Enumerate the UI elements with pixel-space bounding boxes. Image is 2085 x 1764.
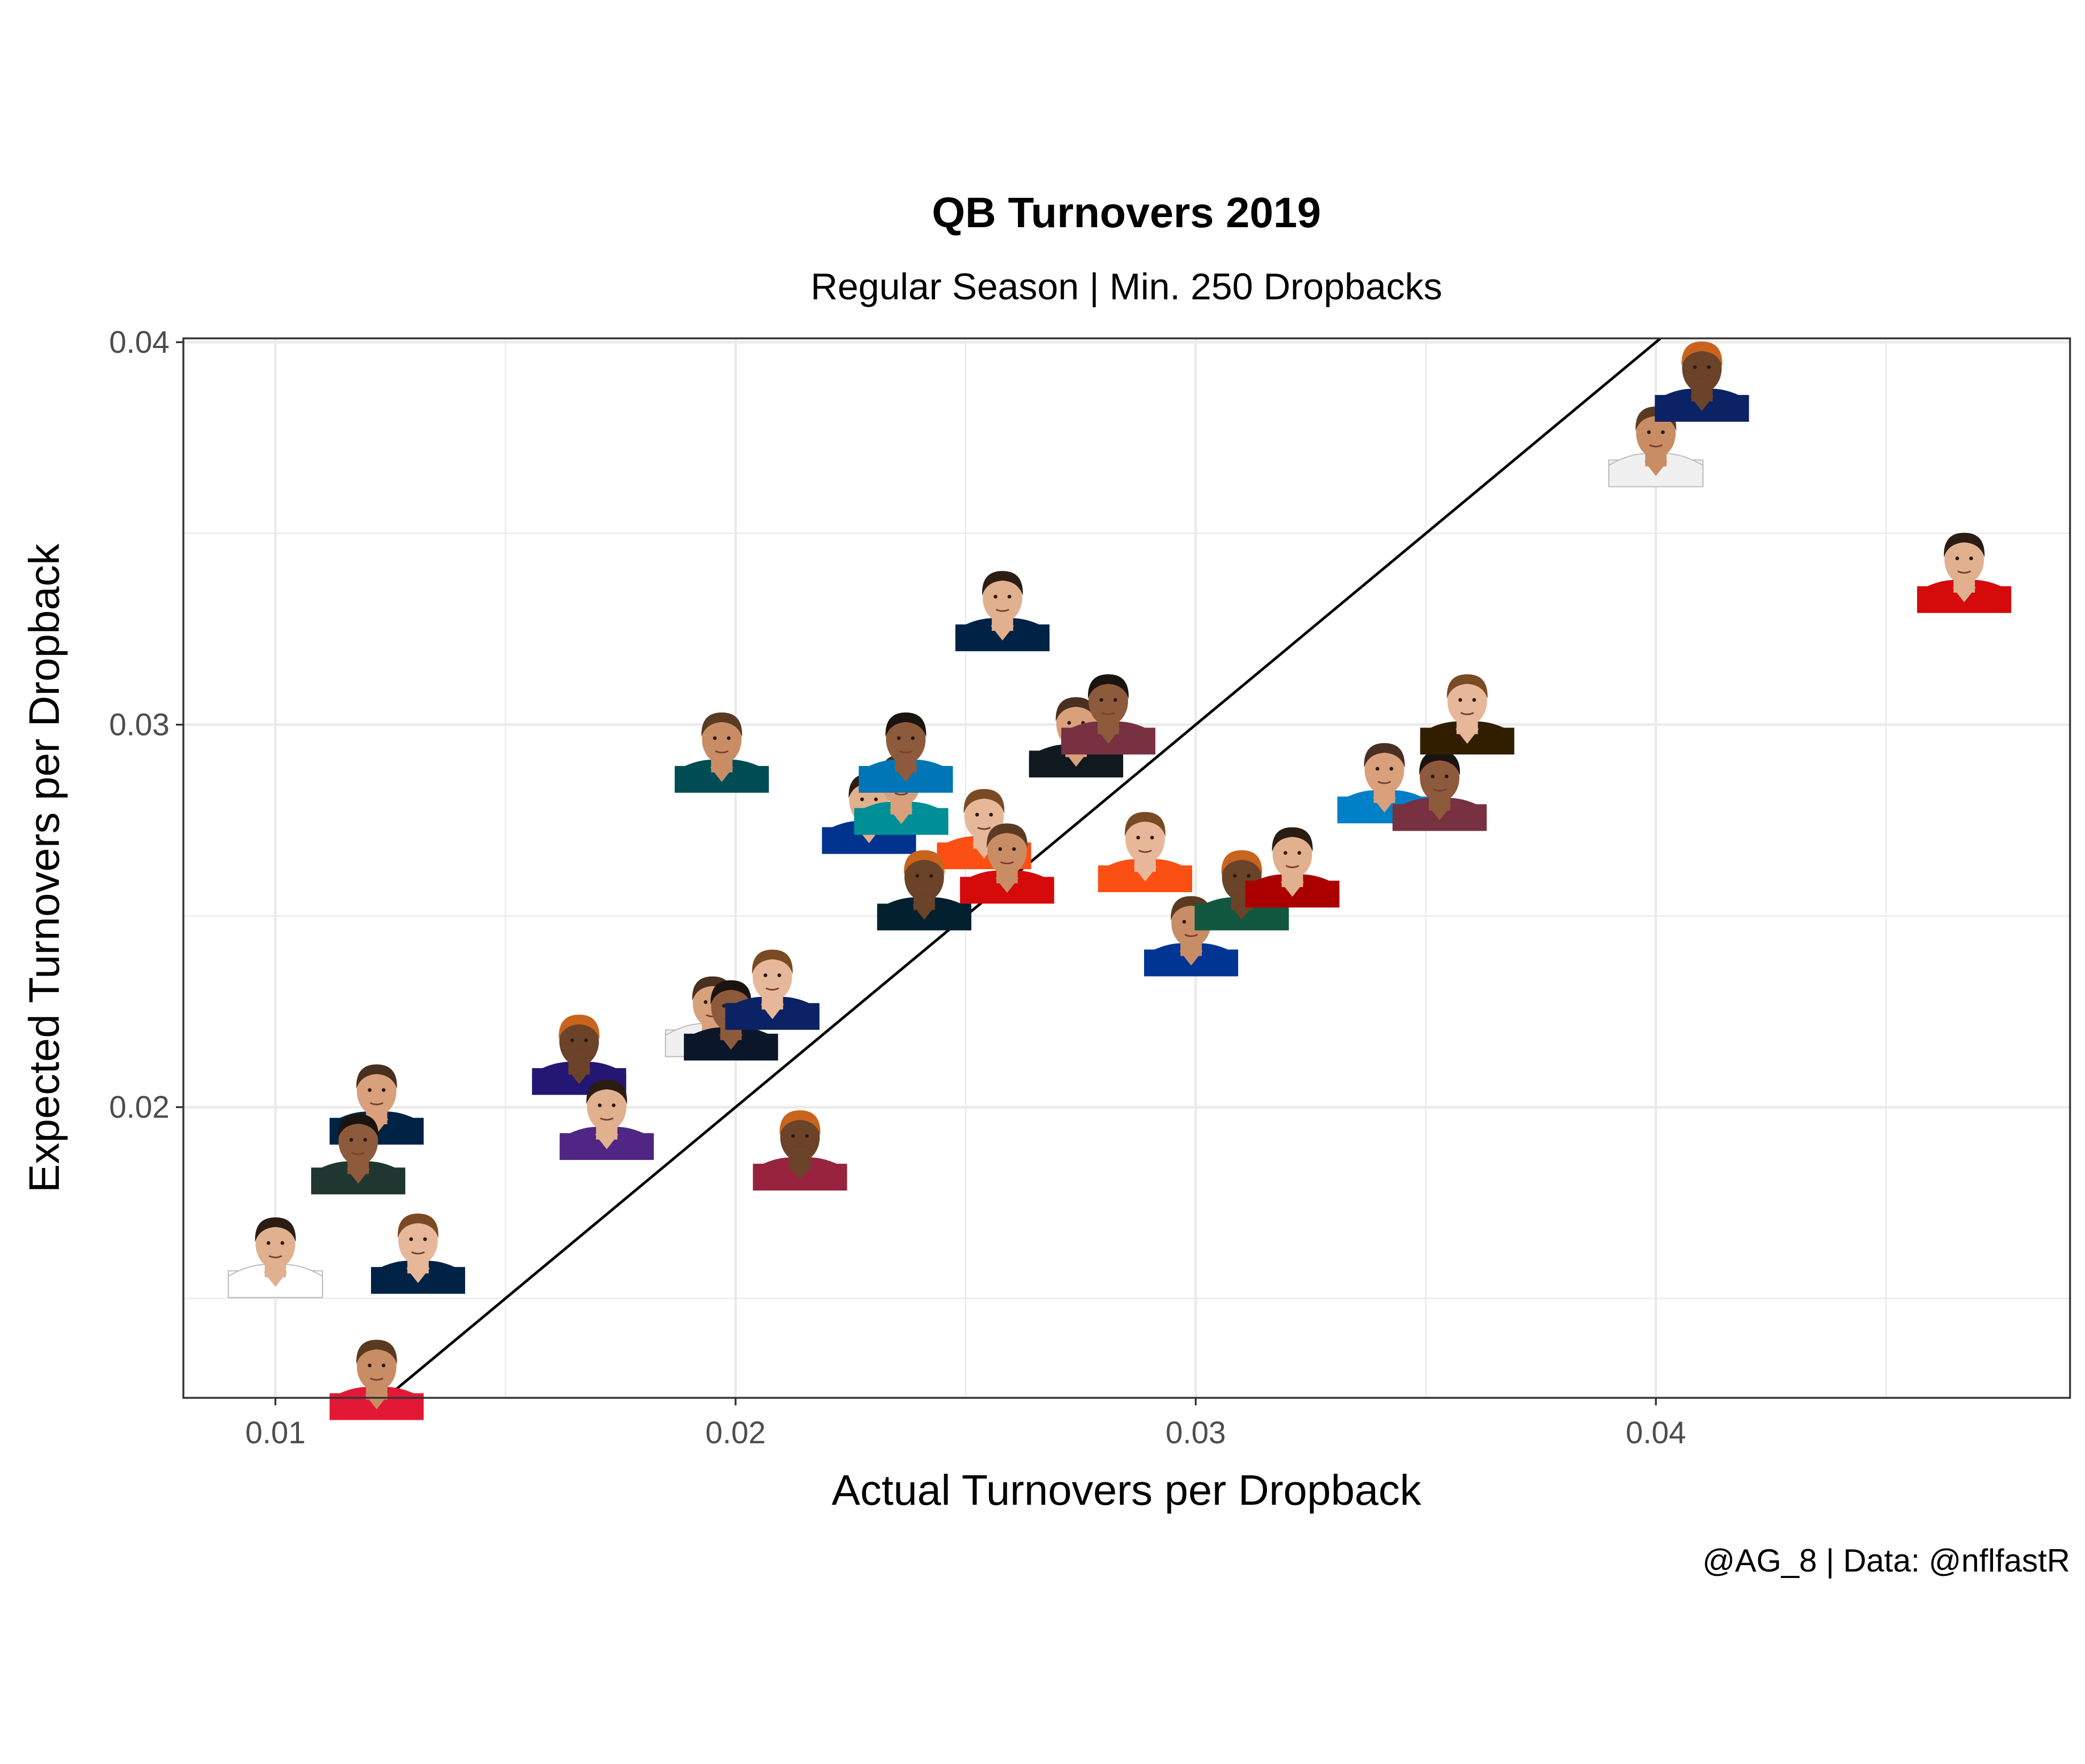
eye-shape — [1067, 721, 1071, 725]
eye-shape — [570, 1039, 574, 1042]
eye-shape — [382, 1364, 385, 1367]
eye-shape — [1008, 595, 1011, 599]
eye-shape — [897, 736, 901, 740]
y-tick-label: 0.04 — [109, 325, 169, 360]
eye-shape — [1136, 835, 1140, 839]
eye-shape — [1389, 767, 1393, 771]
eye-shape — [1647, 430, 1651, 434]
eye-shape — [1012, 847, 1016, 851]
eye-shape — [368, 1088, 372, 1092]
chart-subtitle: Regular Season | Min. 250 Dropbacks — [810, 266, 1442, 307]
chart-caption: @AG_8 | Data: @nflfastR — [1702, 1543, 2070, 1579]
eye-shape — [763, 973, 767, 977]
eye-shape — [929, 874, 933, 878]
eye-shape — [915, 874, 919, 878]
eye-shape — [1183, 920, 1186, 924]
x-tick-label: 0.03 — [1165, 1415, 1226, 1450]
eye-shape — [409, 1237, 413, 1241]
eye-shape — [1472, 698, 1476, 702]
eye-shape — [1431, 775, 1434, 778]
eye-shape — [1284, 851, 1287, 855]
eye-shape — [598, 1103, 601, 1107]
eye-shape — [1298, 851, 1301, 855]
eye-shape — [1233, 874, 1237, 878]
x-axis-title: Actual Turnovers per Dropback — [832, 1466, 1422, 1514]
eye-shape — [1661, 430, 1665, 434]
eye-shape — [584, 1039, 588, 1042]
eye-shape — [1707, 365, 1711, 369]
chart-title: QB Turnovers 2019 — [932, 189, 1321, 236]
eye-shape — [368, 1364, 372, 1367]
eye-shape — [612, 1103, 615, 1107]
eye-shape — [777, 973, 781, 977]
x-tick-label: 0.04 — [1626, 1415, 1686, 1450]
eye-shape — [704, 1000, 707, 1004]
eye-shape — [1376, 767, 1379, 771]
eye-shape — [1458, 698, 1462, 702]
x-tick-label: 0.02 — [705, 1415, 766, 1450]
eye-shape — [791, 1134, 795, 1138]
eye-shape — [1247, 874, 1250, 878]
x-tick-label: 0.01 — [245, 1415, 306, 1450]
eye-shape — [805, 1134, 809, 1138]
eye-shape — [382, 1088, 385, 1092]
eye-shape — [423, 1237, 427, 1241]
y-axis-title: Expected Turnovers per Dropback — [20, 543, 68, 1193]
eye-shape — [860, 798, 864, 801]
eye-shape — [989, 813, 993, 817]
y-tick-label: 0.03 — [109, 708, 169, 742]
eye-shape — [267, 1241, 271, 1245]
eye-shape — [975, 813, 979, 817]
eye-shape — [911, 736, 915, 740]
eye-shape — [1114, 698, 1117, 702]
eye-shape — [1970, 556, 1973, 560]
eye-shape — [1693, 365, 1697, 369]
eye-shape — [1956, 556, 1959, 560]
eye-shape — [994, 595, 998, 599]
eye-shape — [727, 736, 731, 740]
eye-shape — [998, 847, 1002, 851]
eye-shape — [1150, 835, 1154, 839]
eye-shape — [874, 798, 878, 801]
eye-shape — [1100, 698, 1103, 702]
eye-shape — [364, 1138, 367, 1142]
eye-shape — [281, 1241, 284, 1245]
eye-shape — [350, 1138, 353, 1142]
eye-shape — [713, 736, 717, 740]
eye-shape — [722, 1004, 726, 1008]
y-tick-label: 0.02 — [109, 1090, 169, 1125]
eye-shape — [1445, 775, 1448, 778]
